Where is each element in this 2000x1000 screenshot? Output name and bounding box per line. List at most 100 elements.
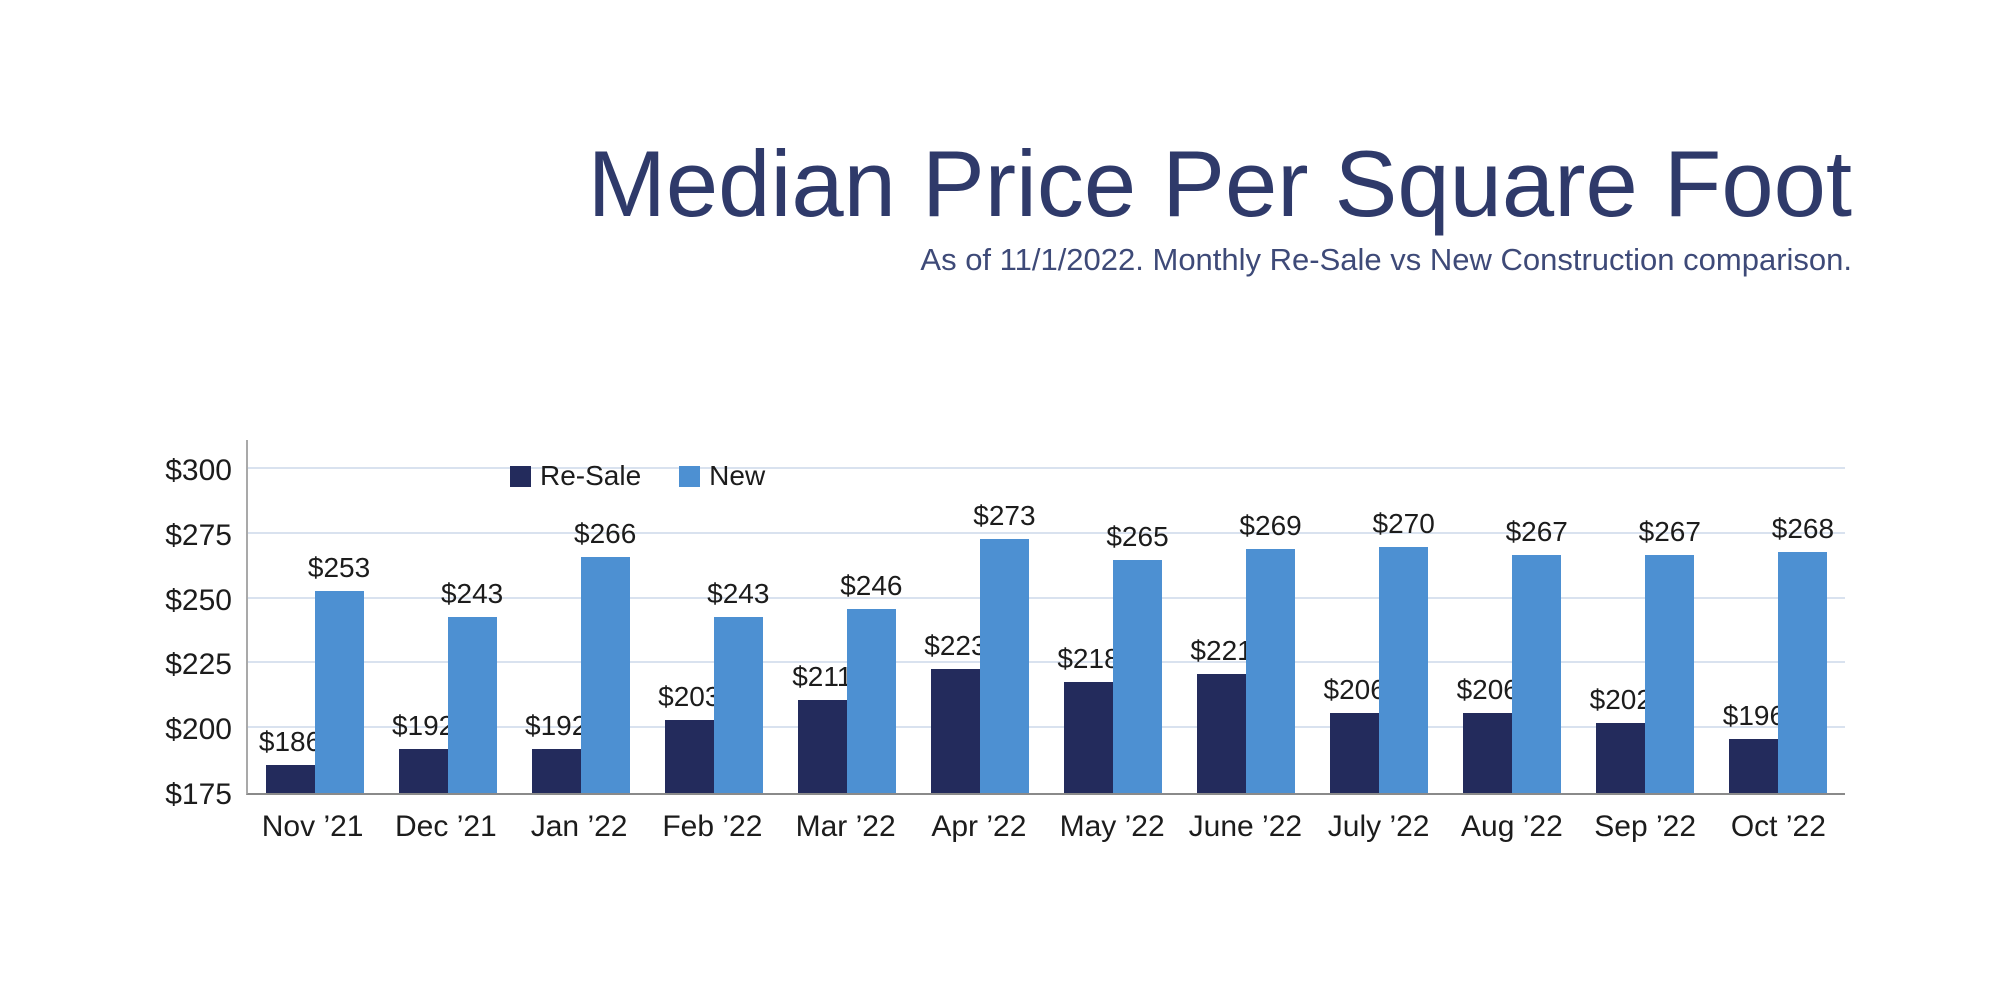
legend-item-new: New: [679, 460, 765, 492]
y-tick-label-300: $300: [165, 454, 232, 487]
bar-pair-feb-22: $203 $243: [658, 578, 769, 793]
bar-value-label-re-sale-mar-22: $211: [792, 660, 853, 692]
bar-new-oct-22: $268: [1772, 513, 1834, 793]
bar-re-sale-oct-22: $196: [1723, 700, 1785, 793]
bar-value-label-new-oct-22: $268: [1771, 512, 1835, 544]
legend-label-new: New: [709, 460, 766, 491]
bar-pair-oct-22: $196 $268: [1723, 513, 1834, 793]
bar-re-sale-dec-21: $192: [392, 710, 454, 793]
bar-new-apr-22: $273: [973, 500, 1036, 793]
bar-pair-june-22: $221 $269: [1190, 510, 1302, 793]
x-tick-label-dec-21: Dec ’21: [395, 810, 497, 843]
bar-value-label-new-july-22: $270: [1372, 507, 1435, 539]
bar-re-sale-july-22: $206: [1324, 674, 1386, 793]
bar-re-sale-may-22: $218: [1057, 643, 1120, 793]
bar-re-sale-aug-22: $206: [1457, 674, 1519, 793]
bar-value-label-new-feb-22: $243: [707, 577, 770, 609]
x-axis-labels: Nov ’21 Dec ’21 Jan ’22 Feb ’22 Mar ’22 Apr ’…: [246, 810, 1845, 844]
y-tick-label-225: $225: [165, 648, 232, 682]
gridline-300: [248, 467, 1845, 469]
bar-value-label-new-sep-22: $267: [1638, 515, 1701, 547]
y-tick-label-275: $275: [165, 518, 232, 552]
bar-value-label-re-sale-apr-22: $223: [924, 629, 987, 661]
bar-groups: $186 $253 $192 $243 $192 $266 $203 $243 $211 $246…: [248, 440, 1845, 793]
bar-value-label-re-sale-may-22: $218: [1057, 642, 1120, 674]
bar-value-label-re-sale-dec-21: $192: [391, 709, 455, 741]
y-tick-label-200: $200: [165, 713, 232, 747]
x-tick-label-feb-22: Feb ’22: [662, 810, 763, 843]
x-tick-label-june-22: June ’22: [1188, 810, 1303, 843]
bar-group-nov-21: $186 $253: [248, 440, 381, 793]
bar-re-sale-feb-22: $203: [658, 681, 720, 793]
bar-new-dec-21: $243: [441, 578, 503, 793]
bar-value-label-re-sale-jan-22: $192: [525, 709, 588, 741]
bar-pair-jan-22: $192 $266: [525, 518, 636, 793]
bar-pair-dec-21: $192 $243: [392, 578, 503, 793]
bar-value-label-re-sale-aug-22: $206: [1456, 673, 1519, 705]
bar-pair-nov-21: $186 $253: [259, 552, 370, 793]
bar-re-sale-sep-22: $202: [1590, 684, 1652, 793]
chart-title: Median Price Per Square Foot: [587, 131, 1852, 236]
bar-pair-aug-22: $206 $267: [1457, 516, 1568, 793]
bar-group-aug-22: $206 $267: [1446, 440, 1579, 793]
x-tick-label-sep-22: Sep ’22: [1594, 810, 1696, 843]
bar-group-apr-22: $223 $273: [913, 440, 1046, 793]
bar-value-label-re-sale-july-22: $206: [1323, 673, 1386, 705]
legend-item-resale: Re-Sale: [510, 460, 641, 492]
bar-group-july-22: $206 $270: [1313, 440, 1446, 793]
bar-re-sale-june-22: $221: [1190, 635, 1253, 793]
bar-value-label-new-nov-21: $253: [307, 551, 371, 583]
bar-pair-apr-22: $223 $273: [924, 500, 1036, 793]
bar-group-oct-22: $196 $268: [1712, 440, 1845, 793]
x-tick-label-mar-22: Mar ’22: [795, 810, 896, 843]
bar-value-label-new-dec-21: $243: [440, 577, 504, 609]
legend-label-resale: Re-Sale: [540, 460, 642, 491]
plot-area: $186 $253 $192 $243 $192 $266 $203 $243 $211 $246…: [246, 440, 1845, 795]
bar-group-may-22: $218 $265: [1046, 440, 1179, 793]
bar-pair-july-22: $206 $270: [1324, 508, 1435, 793]
legend-swatch-resale-icon: [510, 465, 531, 487]
bar-new-july-22: $270: [1373, 508, 1435, 793]
bar-value-label-new-aug-22: $267: [1505, 515, 1568, 547]
bar-value-label-new-june-22: $269: [1239, 510, 1302, 542]
bar-value-label-re-sale-sep-22: $202: [1589, 684, 1652, 716]
bar-group-sep-22: $202 $267: [1579, 440, 1712, 793]
gridline-225: [248, 661, 1845, 664]
bar-new-mar-22: $246: [840, 570, 902, 793]
gridline-275: [248, 531, 1845, 534]
bar-group-jan-22: $192 $266: [514, 440, 647, 793]
gridline-250: [248, 596, 1845, 599]
bar-value-label-new-may-22: $265: [1106, 520, 1169, 552]
bar-value-label-re-sale-nov-21: $186: [258, 725, 322, 757]
bar-new-nov-21: $253: [308, 552, 370, 793]
bar-value-label-new-mar-22: $246: [840, 569, 903, 601]
bar-re-sale-nov-21: $186: [259, 726, 321, 793]
bar-new-sep-22: $267: [1639, 516, 1701, 793]
x-tick-label-oct-22: Oct ’22: [1730, 810, 1826, 843]
legend-swatch-new-icon: [679, 465, 701, 487]
x-tick-label-may-22: May ’22: [1059, 810, 1165, 843]
bar-value-label-re-sale-oct-22: $196: [1722, 699, 1786, 731]
bar-re-sale-apr-22: $223: [924, 630, 987, 793]
x-tick-label-apr-22: Apr ’22: [931, 810, 1027, 843]
bar-new-june-22: $269: [1239, 510, 1302, 793]
bar-group-june-22: $221 $269: [1180, 440, 1313, 793]
bar-new-aug-22: $267: [1506, 516, 1568, 793]
bar-new-jan-22: $266: [574, 518, 636, 793]
bar-value-label-new-jan-22: $266: [574, 518, 637, 550]
x-tick-label-aug-22: Aug ’22: [1461, 810, 1563, 843]
bar-group-feb-22: $203 $243: [647, 440, 780, 793]
bar-new-feb-22: $243: [707, 578, 769, 793]
x-tick-label-july-22: July ’22: [1327, 810, 1430, 843]
bar-value-label-re-sale-june-22: $221: [1190, 634, 1253, 666]
bar-value-label-re-sale-feb-22: $203: [658, 681, 721, 713]
x-tick-label-nov-21: Nov ’21: [261, 810, 364, 843]
bar-group-mar-22: $211 $246: [780, 440, 913, 793]
bar-new-may-22: $265: [1106, 521, 1169, 793]
bar-pair-may-22: $218 $265: [1057, 521, 1169, 793]
bar-re-sale-jan-22: $192: [525, 710, 587, 793]
y-tick-label-175: $175: [165, 778, 232, 811]
bar-group-dec-21: $192 $243: [381, 440, 514, 793]
bar-value-label-new-apr-22: $273: [973, 499, 1036, 531]
